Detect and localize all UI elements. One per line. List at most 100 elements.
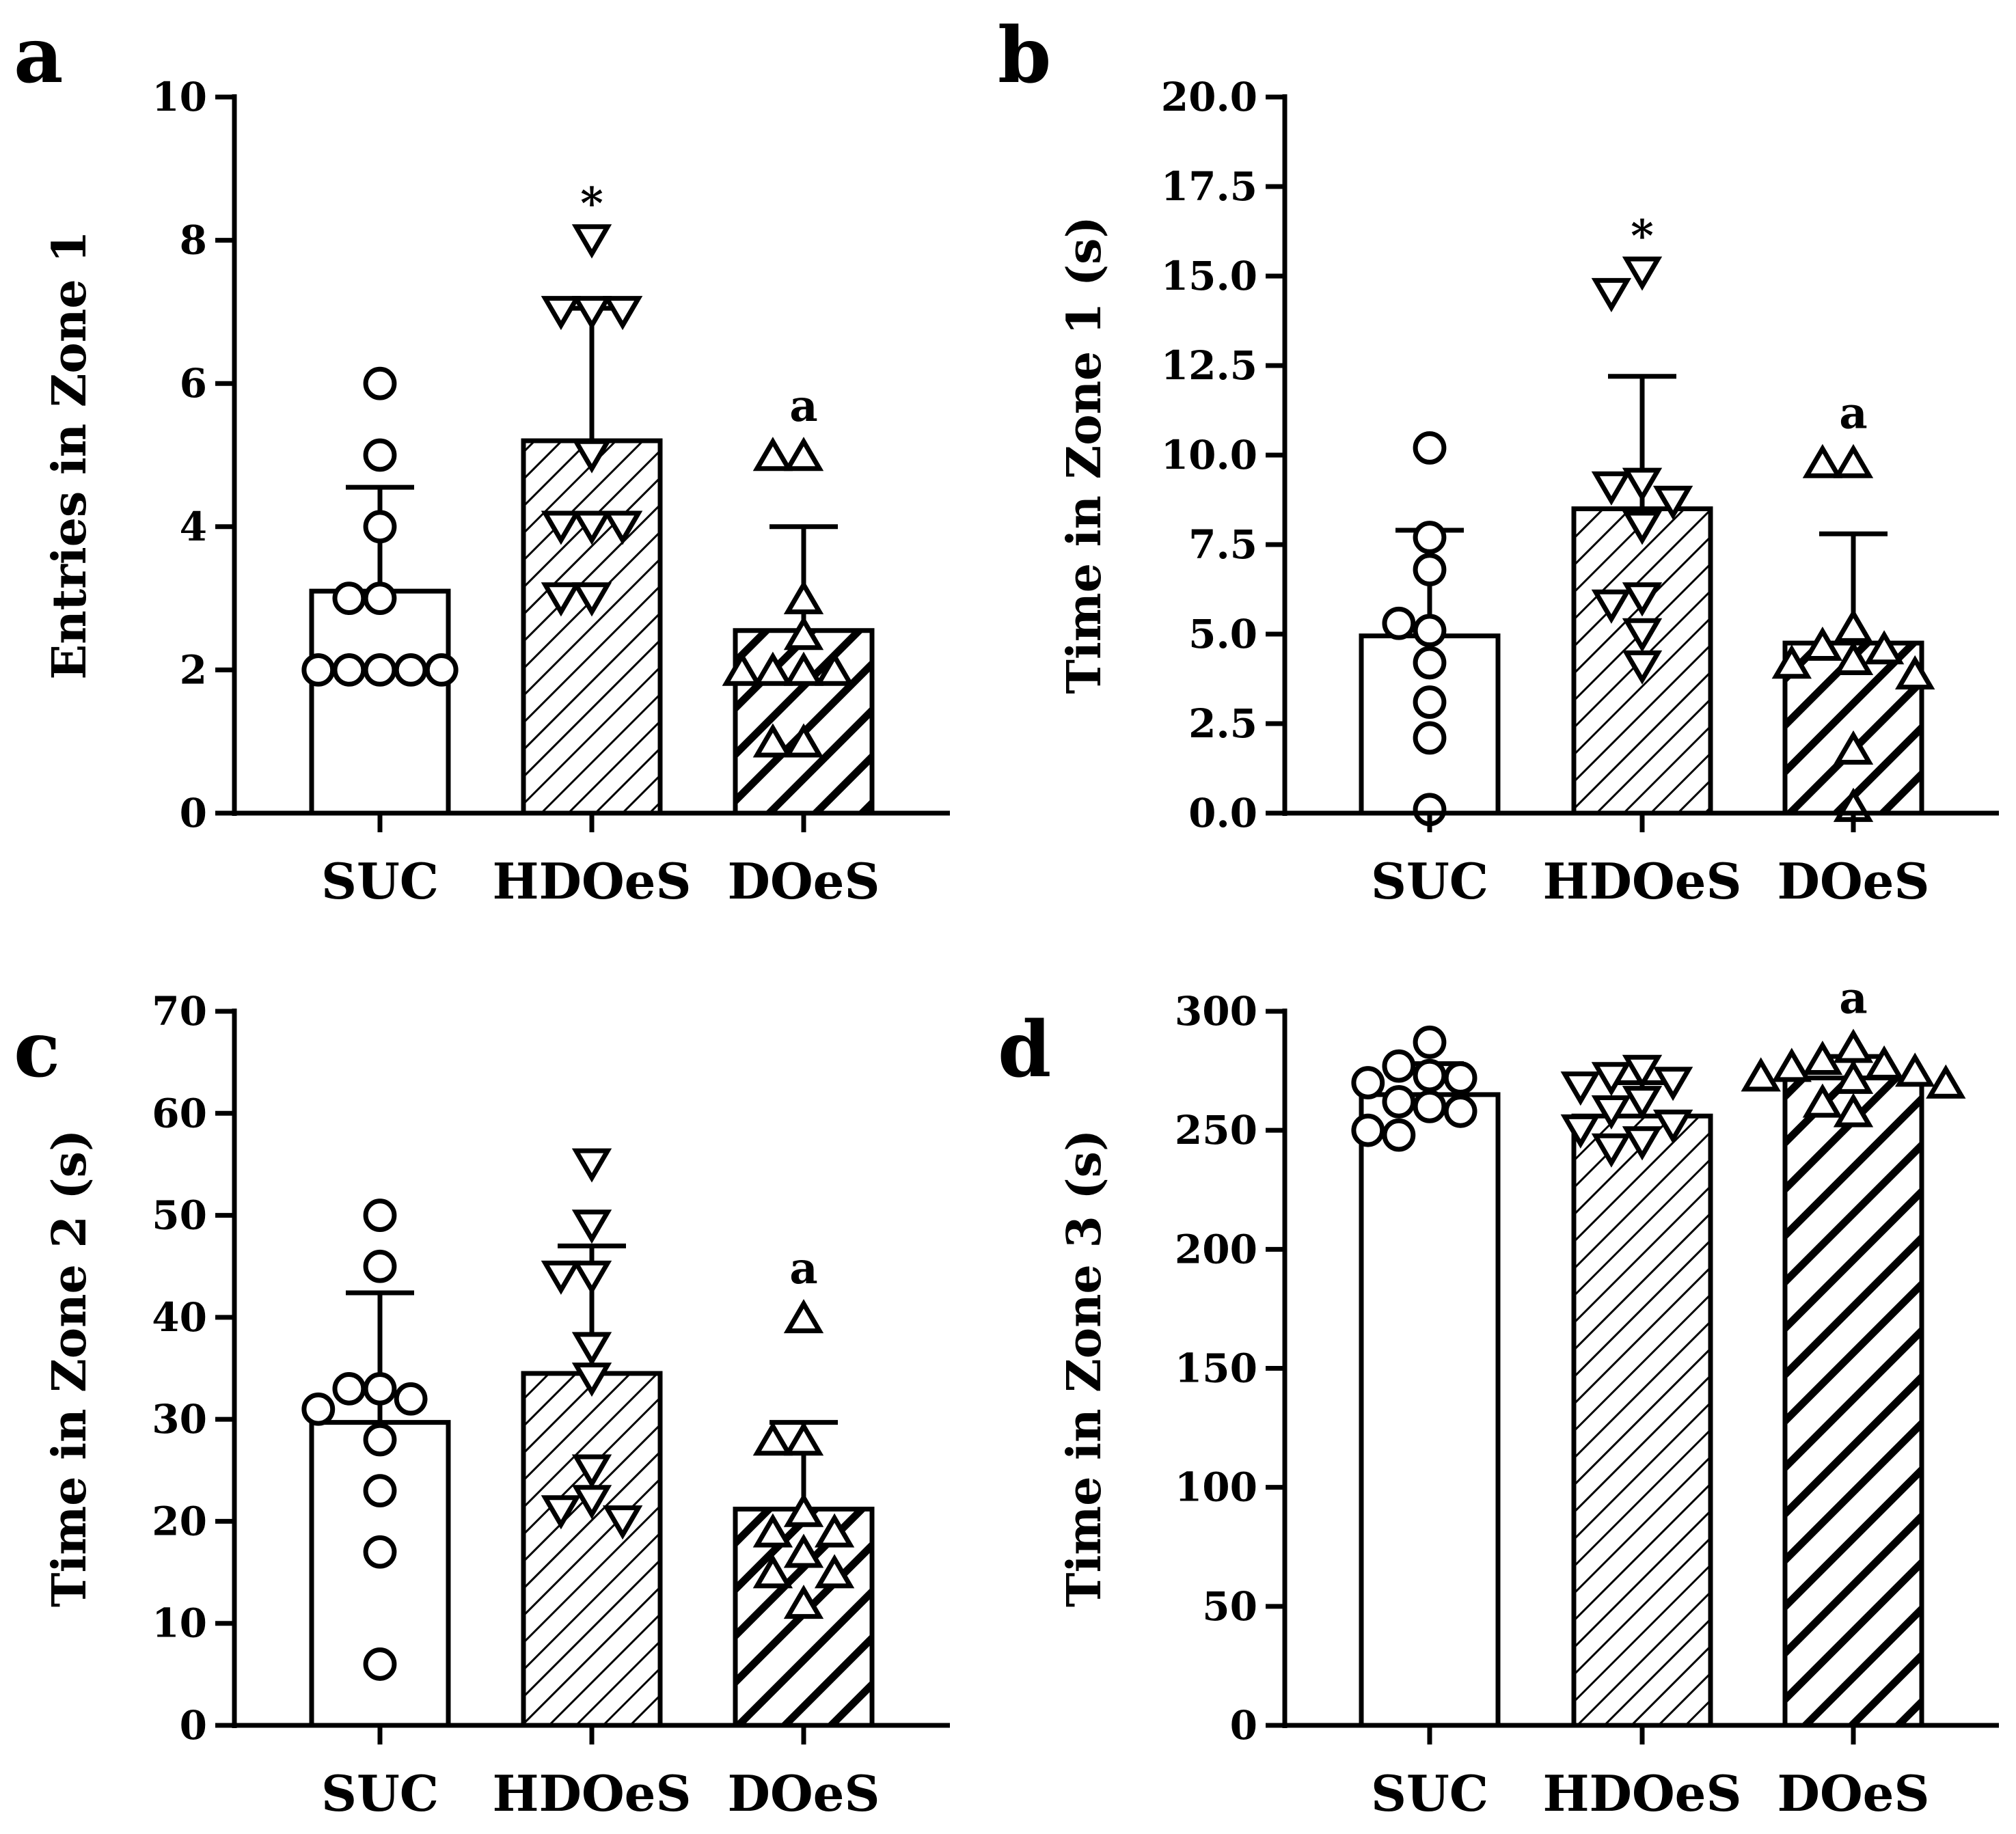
data-point-hdoes [1622, 467, 1663, 502]
x-category-label: SUC [321, 852, 439, 910]
data-point-does [783, 1421, 824, 1456]
y-tick-label: 200 [1175, 1226, 1257, 1272]
data-point-hdoes [571, 510, 612, 545]
y-axis-title: Time in Zone 1 (s) [1057, 216, 1112, 694]
data-point-hdoes [1591, 1062, 1632, 1097]
data-point-does [1802, 626, 1843, 661]
data-point-suc [301, 1392, 336, 1426]
data-point-suc [1413, 431, 1447, 465]
data-point-does [1833, 608, 1874, 643]
data-point-hdoes [571, 1454, 612, 1489]
data-point-does [1802, 443, 1843, 478]
y-tick-label: 15.0 [1161, 253, 1257, 299]
bar-does [1782, 1076, 1924, 1728]
data-point-suc [363, 1535, 397, 1569]
data-point-hdoes [571, 1332, 612, 1367]
panel-d: d 0 50 100 150 200 250 300 SUC HDOeS DOeS Time in … [998, 972, 1999, 1822]
x-category-label: DOeS [728, 852, 880, 910]
data-point-suc [363, 581, 397, 615]
y-tick-label: 70 [152, 988, 207, 1035]
x-category-label: SUC [1371, 852, 1488, 910]
y-tick-label: 8 [180, 217, 207, 264]
data-point-suc [363, 653, 397, 687]
data-point-suc [1382, 606, 1416, 640]
data-point-hdoes [541, 510, 582, 545]
data-point-hdoes [1622, 510, 1663, 545]
significance-annotation: a [1839, 972, 1867, 1024]
y-tick-label: 40 [152, 1294, 207, 1341]
data-point-suc [1413, 553, 1447, 587]
data-point-suc [332, 1371, 366, 1406]
panel-letter-c: c [14, 1005, 60, 1095]
y-tick-label: 250 [1175, 1107, 1257, 1153]
significance-annotation: * [1631, 210, 1653, 262]
data-point-suc [1413, 1025, 1447, 1059]
data-point-does [752, 1421, 793, 1456]
data-point-hdoes [1652, 1109, 1693, 1144]
data-point-does [1864, 630, 1905, 665]
data-point-does [1895, 1052, 1935, 1087]
data-point-does [752, 1513, 793, 1548]
data-point-does [783, 1585, 824, 1619]
y-tick-label: 30 [152, 1396, 207, 1442]
data-point-suc [424, 653, 459, 687]
y-tick-label: 6 [180, 360, 207, 407]
bar-hdoes [521, 1371, 663, 1728]
y-tick-label: 300 [1175, 988, 1257, 1035]
bar-hdoes [521, 438, 663, 816]
data-point-does [814, 1513, 855, 1548]
data-point-does [814, 1554, 855, 1589]
data-point-does [752, 651, 793, 686]
data-point-hdoes [1591, 277, 1632, 312]
data-point-hdoes [1591, 1095, 1632, 1130]
data-point-does [783, 437, 824, 471]
data-point-suc [363, 366, 397, 400]
data-point-does [1833, 443, 1874, 478]
data-point-hdoes [1652, 485, 1693, 520]
x-category-label: SUC [321, 1764, 439, 1822]
significance-annotation: a [789, 381, 817, 432]
data-point-hdoes [571, 1363, 612, 1397]
data-point-hdoes [1622, 1126, 1663, 1161]
data-point-suc [363, 1371, 397, 1406]
bar-suc [309, 1420, 451, 1728]
y-axis-title: Entries in Zone 1 [42, 230, 97, 679]
data-point-does [783, 723, 824, 758]
y-tick-label: 7.5 [1188, 521, 1257, 568]
data-point-does [1926, 1064, 1966, 1099]
data-point-suc [1351, 1066, 1385, 1099]
data-point-hdoes [1622, 618, 1663, 653]
data-point-does [783, 651, 824, 686]
panel-b: b 0.0 2.5 5.0 7.5 10.0 12.5 15.0 17.5 20.0 SUC HDO… [998, 11, 1999, 910]
y-tick-label: 60 [152, 1090, 207, 1136]
y-tick-label: 0 [180, 1702, 207, 1749]
data-point-hdoes [571, 1209, 612, 1244]
data-point-suc [1443, 1061, 1477, 1095]
y-tick-label: 150 [1175, 1345, 1257, 1392]
x-category-label: SUC [1371, 1764, 1488, 1822]
bar-suc [309, 588, 451, 816]
data-point-suc [1413, 646, 1447, 680]
panel-d-plot: 0 50 100 150 200 250 300 SUC HDOeS DOeS Time in Zo… [1057, 972, 1999, 1822]
y-tick-label: 5.0 [1188, 611, 1257, 657]
data-point-hdoes [571, 224, 612, 259]
data-point-suc [363, 1423, 397, 1457]
data-point-does [1802, 1040, 1843, 1075]
data-point-hdoes [541, 1260, 582, 1295]
y-tick-label: 100 [1175, 1464, 1257, 1511]
panel-a-plot: 0 2 4 6 8 10 SUC HDOeS DOeS Entries in Zone 1 * a [42, 74, 950, 910]
data-point-hdoes [1622, 1086, 1663, 1121]
significance-annotation: a [789, 1243, 817, 1294]
y-tick-label: 0 [1230, 1702, 1257, 1749]
data-point-suc [332, 581, 366, 615]
data-point-does [1771, 644, 1812, 679]
data-point-suc [394, 1382, 428, 1416]
data-point-does [1833, 1093, 1874, 1127]
data-point-suc [301, 653, 336, 687]
data-point-hdoes [1622, 582, 1663, 617]
y-tick-label: 10 [152, 74, 207, 120]
bar-suc [1359, 1092, 1501, 1728]
data-point-does [1864, 1045, 1905, 1080]
x-category-label: HDOeS [493, 1764, 692, 1822]
